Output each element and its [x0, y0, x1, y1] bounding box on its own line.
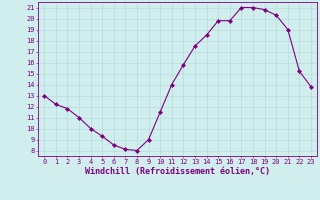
- X-axis label: Windchill (Refroidissement éolien,°C): Windchill (Refroidissement éolien,°C): [85, 167, 270, 176]
